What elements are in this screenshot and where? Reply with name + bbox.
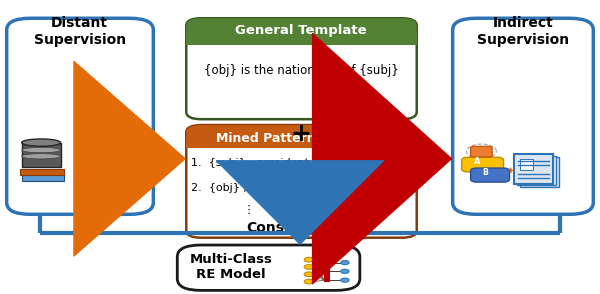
Circle shape (341, 260, 349, 265)
Text: ⋮: ⋮ (191, 205, 254, 215)
Circle shape (304, 279, 314, 284)
Circle shape (304, 265, 314, 269)
FancyBboxPatch shape (7, 18, 154, 214)
Circle shape (341, 278, 349, 282)
Text: +: + (291, 122, 311, 146)
Bar (20, 169, 64, 175)
Ellipse shape (22, 154, 61, 159)
Circle shape (341, 269, 349, 273)
Circle shape (304, 272, 314, 277)
FancyBboxPatch shape (186, 18, 417, 45)
Text: 1.  {subj} , president of {obj}: 1. {subj} , president of {obj} (191, 158, 358, 168)
FancyBboxPatch shape (177, 245, 360, 290)
Ellipse shape (22, 139, 61, 146)
Text: Consolidation: Consolidation (247, 221, 353, 235)
Circle shape (304, 257, 314, 262)
Text: General Template: General Template (235, 24, 367, 37)
Bar (94, 150, 136, 182)
Text: Indirect
Supervision: Indirect Supervision (476, 16, 569, 46)
Bar (22, 174, 64, 181)
FancyBboxPatch shape (186, 125, 417, 148)
Text: A: A (473, 157, 480, 166)
Bar (186, 31, 417, 45)
Bar (22, 143, 61, 168)
Text: 2.  {obj} , Prime Minister {subj}: 2. {obj} , Prime Minister {subj} (191, 183, 371, 193)
Text: {obj} is the nationality of {subj}: {obj} is the nationality of {subj} (204, 64, 398, 77)
FancyBboxPatch shape (470, 168, 509, 182)
Bar (100, 155, 115, 168)
Text: Multi-Class
RE Model: Multi-Class RE Model (190, 253, 272, 281)
Bar (520, 159, 533, 171)
Bar (97, 152, 139, 184)
Text: Mined Patterns by SARV: Mined Patterns by SARV (216, 132, 386, 145)
Text: B: B (482, 168, 488, 177)
FancyBboxPatch shape (452, 18, 593, 214)
Bar (324, 257, 330, 282)
FancyBboxPatch shape (186, 125, 417, 238)
Bar (101, 153, 143, 186)
Bar (186, 136, 417, 148)
Ellipse shape (22, 147, 61, 153)
Bar (520, 157, 559, 186)
FancyBboxPatch shape (470, 146, 492, 157)
FancyBboxPatch shape (461, 157, 503, 172)
Text: Distant
Supervision: Distant Supervision (34, 16, 126, 46)
Bar (514, 154, 553, 183)
Bar (517, 156, 556, 185)
FancyBboxPatch shape (186, 18, 417, 119)
